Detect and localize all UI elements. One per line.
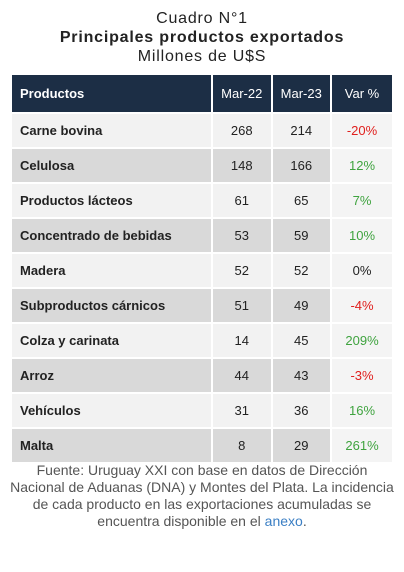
value-cell: 65: [270, 182, 331, 218]
product-cell: Productos lácteos: [12, 182, 212, 218]
value-cell: 214: [270, 112, 331, 148]
table-row: Concentrado de bebidas 53 59 10%: [12, 217, 392, 253]
column-header: Var %: [330, 75, 392, 113]
table-row: Celulosa 148 166 12%: [12, 147, 392, 183]
product-cell: Malta: [12, 427, 212, 462]
product-cell: Madera: [12, 252, 212, 288]
table-row: Subproductos cárnicos 51 49 -4%: [12, 287, 392, 323]
variation-cell: 16%: [330, 392, 392, 428]
subtitle: Principales productos exportados: [59, 29, 345, 46]
variation-cell: -20%: [330, 112, 392, 148]
annex-link[interactable]: anexo: [264, 513, 303, 529]
product-cell: Subproductos cárnicos: [12, 287, 212, 323]
value-cell: 51: [211, 287, 272, 323]
variation-cell: 10%: [330, 217, 392, 253]
table-row: Vehículos 31 36 16%: [12, 392, 392, 428]
header-row: Productos Mar-22 Mar-23 Var %: [12, 75, 392, 113]
variation-cell: -4%: [330, 287, 392, 323]
column-header: Productos: [12, 75, 212, 113]
title: Cuadro N°1: [156, 10, 248, 27]
product-cell: Carne bovina: [12, 112, 212, 148]
value-cell: 61: [211, 182, 272, 218]
footnote-end: .: [302, 513, 307, 529]
variation-cell: 12%: [330, 147, 392, 183]
product-cell: Arroz: [12, 357, 212, 393]
table-row: Madera 52 52 0%: [12, 252, 392, 288]
table-row: Malta 8 29 261%: [12, 427, 392, 462]
table-row: Productos lácteos 61 65 7%: [12, 182, 392, 218]
variation-cell: 209%: [330, 322, 392, 358]
table-body: Carne bovina 268 214 -20% Celulosa 148 166 12% P…: [12, 112, 392, 462]
table-row: Colza y carinata 14 45 209%: [12, 322, 392, 358]
product-cell: Vehículos: [12, 392, 212, 428]
table-row: Arroz 44 43 -3%: [12, 357, 392, 393]
value-cell: 49: [270, 287, 331, 323]
value-cell: 166: [270, 147, 331, 183]
table-row: Carne bovina 268 214 -20%: [12, 112, 392, 148]
variation-cell: 261%: [330, 427, 392, 462]
footnote-text: Fuente: Uruguay XXI con base en datos de…: [10, 462, 394, 529]
unit: Millones de U$S: [137, 48, 267, 65]
product-cell: Concentrado de bebidas: [12, 217, 212, 253]
value-cell: 52: [211, 252, 272, 288]
variation-cell: 7%: [330, 182, 392, 218]
variation-cell: -3%: [330, 357, 392, 393]
product-cell: Colza y carinata: [12, 322, 212, 358]
value-cell: 8: [211, 427, 272, 462]
column-header: Mar-23: [270, 75, 331, 113]
value-cell: 52: [270, 252, 331, 288]
value-cell: 44: [211, 357, 272, 393]
value-cell: 59: [270, 217, 331, 253]
variation-cell: 0%: [330, 252, 392, 288]
value-cell: 45: [270, 322, 331, 358]
header: Cuadro N°1 Principales productos exporta…: [0, 0, 404, 66]
value-cell: 36: [270, 392, 331, 428]
value-cell: 148: [211, 147, 272, 183]
value-cell: 31: [211, 392, 272, 428]
value-cell: 43: [270, 357, 331, 393]
value-cell: 29: [270, 427, 331, 462]
column-header: Mar-22: [211, 75, 272, 113]
footnote: Fuente: Uruguay XXI con base en datos de…: [10, 462, 394, 530]
value-cell: 53: [211, 217, 272, 253]
data-table: Productos Mar-22 Mar-23 Var % Carne bovina 2…: [12, 75, 392, 462]
value-cell: 14: [211, 322, 272, 358]
product-cell: Celulosa: [12, 147, 212, 183]
value-cell: 268: [211, 112, 272, 148]
